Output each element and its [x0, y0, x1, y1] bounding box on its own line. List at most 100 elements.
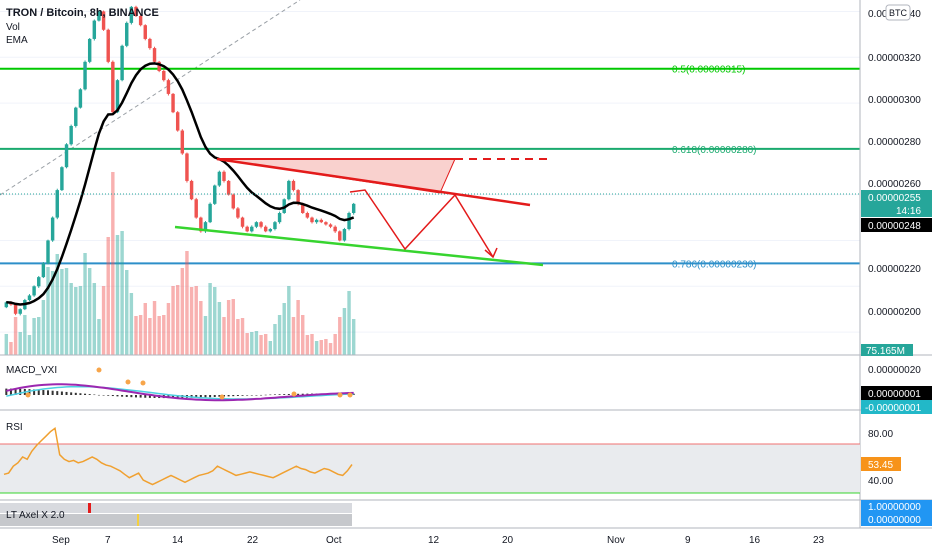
macd-hist-bar: [125, 395, 128, 397]
time-label: 16: [749, 535, 761, 546]
volume-bar: [115, 235, 120, 355]
macd-hist-bar: [33, 389, 36, 395]
macd-hist-bar: [176, 395, 179, 399]
volume-bar: [125, 270, 129, 355]
volume-bar: [231, 299, 235, 355]
candle-body: [208, 203, 212, 223]
candle-body: [157, 61, 161, 71]
rsi-value: 53.45: [868, 460, 893, 471]
volume-bar: [263, 334, 268, 355]
dashed-trend-line[interactable]: [0, 0, 301, 196]
macd-hist-bar: [269, 394, 272, 396]
macd-dot: [125, 379, 131, 385]
macd-cross-dots: [25, 367, 353, 400]
axel-axis[interactable]: 1.00000000 0.00000000: [861, 500, 932, 526]
volume-bar: [199, 301, 203, 355]
descending-support-line[interactable]: [174, 225, 544, 267]
volume-bar: [97, 319, 101, 355]
volume-bar: [60, 269, 64, 355]
macd-hist-bar: [84, 393, 87, 395]
axel-badge-1: [861, 500, 932, 513]
macd-hist-bar: [5, 388, 8, 395]
candle-body: [231, 194, 235, 209]
macd-value-badge: [861, 386, 932, 400]
volume-bar: [171, 286, 175, 355]
candle-body: [55, 190, 59, 218]
macd-axis[interactable]: 0.00000020 0.00000001 -0.00000001: [861, 365, 932, 414]
axel-badge-2: [861, 513, 932, 526]
macd-hist-bar: [37, 389, 40, 395]
candle-body: [263, 226, 268, 232]
last-price-value: 0.00000255: [868, 193, 921, 204]
volume-bar: [4, 333, 9, 355]
volume-bar: [180, 268, 185, 355]
macd-hist-bar: [260, 394, 263, 396]
candle-body: [115, 80, 120, 113]
fib-label: 0.618(0.00000280): [672, 145, 757, 156]
macd-dot: [337, 392, 343, 398]
volume-bars: [4, 172, 356, 355]
candle-body: [87, 38, 92, 62]
macd-hist-bar: [255, 395, 258, 396]
volume-bar: [217, 302, 222, 355]
macd-hist-bar: [116, 395, 119, 397]
macd-signal-line: [6, 385, 354, 400]
macd-hist-bar: [241, 395, 244, 396]
volume-bar: [9, 342, 13, 355]
candle-body: [203, 222, 208, 232]
candle-body: [240, 217, 245, 227]
candle-body: [50, 217, 55, 241]
candle-body: [148, 38, 152, 49]
candle-body: [189, 180, 194, 200]
volume-bar: [226, 300, 231, 355]
volume-bar: [250, 332, 254, 355]
price-tick: 0.00000200: [868, 307, 921, 318]
fib-label: 0.786(0.00000230): [672, 259, 757, 270]
price-axis[interactable]: 0.00000340 0.00000320 0.00000300 0.00000…: [861, 4, 932, 357]
volume-bar: [166, 303, 171, 355]
pattern-drawings[interactable]: [174, 157, 550, 267]
volume-bar: [55, 254, 59, 355]
candle-body: [69, 125, 73, 145]
rsi-band-fill: [0, 444, 860, 493]
volume-bar: [236, 319, 240, 355]
macd-hist-bar: [278, 394, 281, 395]
volume-bar: [143, 303, 147, 355]
descending-resistance-line[interactable]: [216, 157, 531, 207]
time-label: 7: [105, 535, 111, 546]
macd-signal-badge: [861, 400, 932, 414]
currency-badge[interactable]: [885, 4, 911, 21]
macd-hist-bar: [93, 394, 96, 396]
macd-hist-bar: [218, 395, 221, 397]
macd-hist-bar: [195, 395, 198, 398]
projected-path[interactable]: [349, 189, 494, 258]
macd-hist-bar: [28, 389, 31, 395]
candle-body: [185, 153, 189, 181]
candle-body: [310, 217, 314, 223]
macd-hist-bar: [130, 395, 133, 398]
volume-bar: [222, 317, 226, 355]
candle-body: [217, 171, 222, 186]
volume-bar: [185, 251, 189, 355]
candle-body: [268, 229, 273, 232]
macd-value-1: 0.00000001: [868, 389, 921, 400]
candle-body: [152, 48, 157, 62]
axel-signal-red: [88, 503, 91, 513]
volume-bar: [74, 287, 78, 355]
volume-bar: [208, 283, 212, 355]
axel-band-bottom: [0, 514, 352, 526]
candles: [4, 5, 356, 316]
price-tick: 0.00000300: [868, 95, 921, 106]
macd-hist-bar: [121, 395, 124, 397]
volume-value: 75.165M: [866, 346, 905, 357]
macd-hist-bar: [148, 395, 151, 398]
macd-tick: 0.00000020: [868, 365, 921, 376]
volume-bar: [338, 317, 342, 355]
time-label: 23: [813, 535, 825, 546]
time-axis[interactable]: Sep 7 14 22 Oct 12 20 Nov 9 16 23: [52, 535, 825, 546]
macd-dot: [291, 391, 297, 397]
candle-body: [18, 309, 22, 314]
rsi-axis[interactable]: 80.00 40.00 53.45: [861, 429, 901, 487]
macd-hist-bar: [246, 395, 249, 396]
